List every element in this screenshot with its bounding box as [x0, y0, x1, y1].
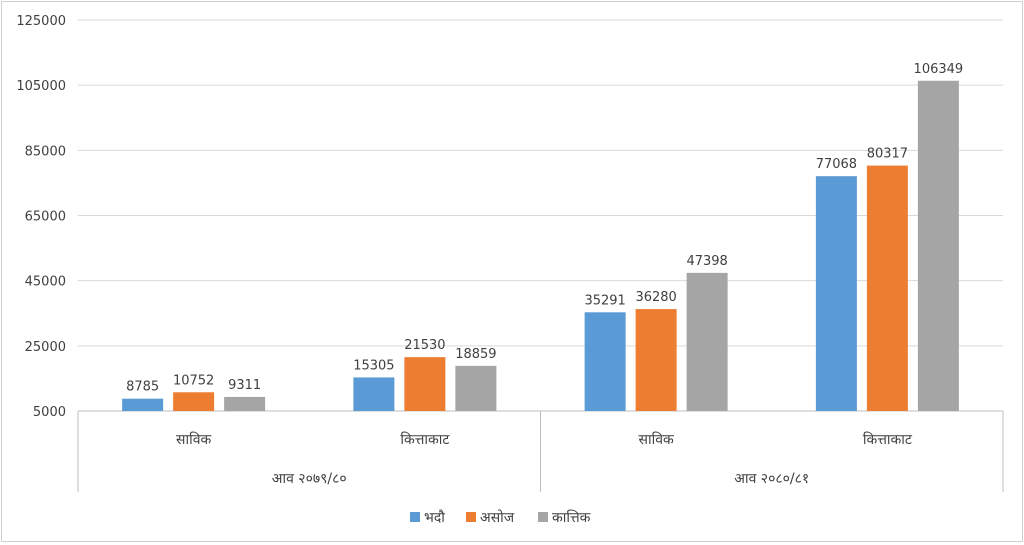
group-label: आव २०८०/८१ — [734, 471, 809, 487]
legend-swatch — [538, 512, 548, 522]
bar — [353, 377, 395, 411]
data-label: 8785 — [126, 380, 159, 395]
y-tick-label: 5000 — [33, 405, 66, 420]
x-tick-label: साविक — [176, 431, 211, 448]
bar — [455, 365, 497, 411]
x-tick-label: कित्ताकाट — [400, 431, 450, 448]
y-tick-label: 25000 — [25, 340, 66, 355]
data-label: 10752 — [173, 373, 214, 388]
data-label: 77068 — [816, 157, 857, 172]
x-tick-label: साविक — [638, 431, 673, 448]
data-label: 18859 — [455, 347, 496, 362]
data-label: 15305 — [353, 358, 394, 373]
bar — [173, 392, 215, 411]
y-tick-label: 45000 — [25, 275, 66, 290]
y-tick-label: 85000 — [25, 144, 66, 159]
group-label: आव २०७९/८० — [272, 471, 347, 487]
data-label: 106349 — [914, 62, 964, 77]
data-label: 9311 — [228, 378, 261, 393]
x-tick-label: कित्ताकाट — [863, 431, 913, 448]
data-label: 21530 — [404, 338, 445, 353]
data-label: 36280 — [635, 290, 676, 305]
bar — [584, 312, 626, 411]
bar — [404, 357, 446, 411]
y-tick-label: 65000 — [25, 210, 66, 225]
bar — [122, 398, 164, 411]
legend-label: भदौ — [424, 509, 445, 526]
bar — [866, 165, 908, 411]
data-label: 80317 — [867, 147, 908, 162]
bar — [224, 396, 266, 411]
legend-label: कात्तिक — [552, 509, 591, 526]
legend-swatch — [410, 512, 420, 522]
data-label: 35291 — [584, 293, 625, 308]
bar — [815, 176, 857, 411]
bar — [917, 80, 959, 411]
bar — [686, 272, 728, 411]
data-label: 47398 — [686, 254, 727, 269]
y-tick-label: 125000 — [16, 14, 66, 29]
legend-label: असोज — [480, 509, 515, 526]
y-tick-label: 105000 — [16, 79, 66, 94]
legend-swatch — [466, 512, 476, 522]
bar — [635, 309, 677, 411]
